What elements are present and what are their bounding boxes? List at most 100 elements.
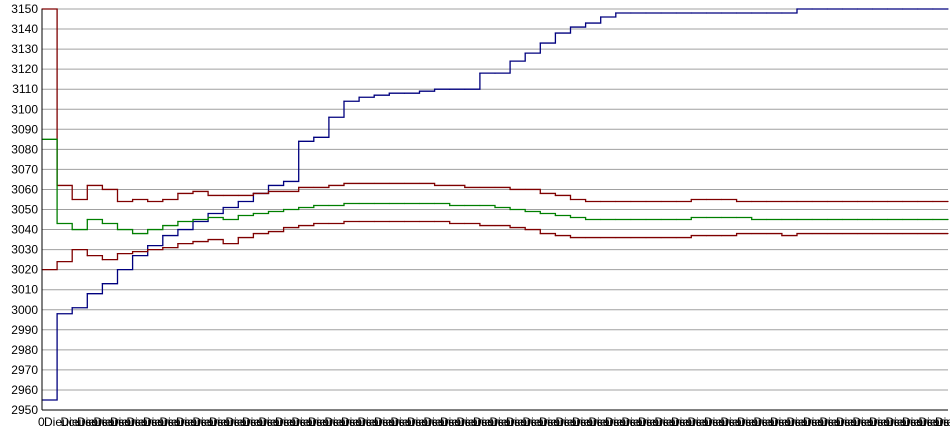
data-point — [856, 218, 859, 221]
x-tick-label: Dieucurson — [803, 415, 864, 429]
data-point — [373, 182, 375, 185]
x-tick-label: Dieucurson — [77, 415, 138, 429]
y-tick-label: 3100 — [11, 102, 38, 116]
data-point — [403, 202, 405, 205]
data-point — [766, 12, 768, 14]
data-point — [313, 136, 315, 138]
data-point — [464, 186, 466, 189]
x-tick-label: Dieucurson — [605, 415, 666, 429]
data-point — [660, 12, 662, 14]
x-tick-label: Dieucurson — [110, 415, 171, 429]
data-point — [328, 222, 330, 225]
data-point — [162, 198, 164, 201]
y-tick-label: 3010 — [11, 283, 38, 297]
data-point — [388, 92, 390, 94]
data-point — [720, 198, 723, 201]
data-point — [751, 12, 753, 14]
x-tick-label: Dieucurson — [506, 415, 567, 429]
x-tick-label: Dieucurson — [704, 415, 765, 429]
data-point — [902, 232, 904, 235]
data-point — [720, 234, 723, 237]
data-point — [781, 12, 783, 14]
data-point — [932, 218, 934, 221]
data-point — [101, 283, 103, 285]
data-point — [615, 218, 617, 221]
data-point — [237, 194, 239, 197]
x-tick-label: Dieucurson — [556, 415, 617, 429]
data-point — [403, 182, 405, 185]
data-point — [116, 253, 119, 255]
data-point — [660, 236, 662, 239]
data-point — [751, 200, 753, 203]
data-point — [932, 232, 934, 235]
data-point — [841, 232, 843, 235]
data-point — [630, 218, 632, 221]
data-point — [705, 12, 708, 14]
y-tick-label: 2980 — [11, 343, 38, 357]
data-point — [298, 186, 300, 189]
data-point — [720, 12, 723, 14]
data-point — [796, 232, 798, 235]
x-tick-label: Dieucurson — [655, 415, 716, 429]
data-point — [554, 194, 557, 197]
data-point — [887, 200, 889, 203]
data-point — [328, 116, 330, 118]
data-point — [479, 224, 481, 227]
data-point — [313, 222, 315, 225]
data-point — [252, 212, 254, 215]
data-point — [660, 218, 662, 221]
data-point — [554, 234, 557, 237]
data-point — [811, 200, 813, 203]
data-point — [237, 200, 239, 203]
data-point — [222, 194, 224, 197]
data-point — [343, 202, 345, 205]
x-tick-label: Dieucurson — [589, 415, 650, 429]
data-point — [116, 228, 119, 231]
x-tick-label: Dieucurson — [935, 415, 950, 429]
axes — [41, 9, 948, 411]
data-point — [932, 8, 934, 10]
y-tick-label: 3050 — [11, 203, 38, 217]
data-point — [147, 249, 149, 251]
data-point — [585, 22, 587, 24]
x-tick-label: Dieucurson — [820, 415, 881, 429]
data-point — [418, 182, 421, 185]
data-point — [449, 204, 451, 207]
x-tick-label: Dieucurson — [341, 415, 402, 429]
data-point — [207, 194, 209, 197]
data-point — [585, 218, 587, 221]
data-point — [539, 42, 541, 44]
x-tick-label: Dieucurson — [688, 415, 749, 429]
series-line-0 — [42, 8, 948, 401]
data-point — [645, 12, 647, 14]
data-point — [917, 232, 919, 235]
y-tick-label: 2970 — [11, 363, 38, 377]
data-point — [630, 236, 632, 239]
data-point — [116, 269, 119, 271]
series-line-1 — [42, 8, 948, 203]
data-point — [132, 232, 134, 235]
data-point — [509, 226, 511, 229]
data-point — [192, 218, 194, 221]
data-point — [736, 12, 738, 14]
data-point — [328, 184, 330, 187]
x-tick-label: Dieucurson — [275, 415, 336, 429]
data-point — [494, 206, 496, 209]
data-point — [358, 182, 360, 185]
data-point — [267, 184, 270, 187]
data-point — [871, 232, 874, 235]
x-tick-label: Dieucurson — [523, 415, 584, 429]
y-axis-tick-labels: 2950 2960 2970 2980 2990 3000 3010 3020 3030 3040… — [11, 2, 38, 417]
data-point — [147, 228, 149, 231]
data-point — [705, 216, 708, 219]
data-point — [600, 236, 602, 239]
data-point — [283, 226, 285, 229]
data-point — [675, 200, 677, 203]
data-point — [373, 94, 375, 96]
data-point — [207, 216, 209, 219]
data-point — [690, 216, 692, 219]
data-point — [751, 232, 753, 235]
x-axis-tick-labels: 0 DieucursonDieucursonDieucursonDieucurso… — [38, 415, 950, 429]
data-point — [736, 216, 738, 219]
data-point — [86, 184, 88, 187]
